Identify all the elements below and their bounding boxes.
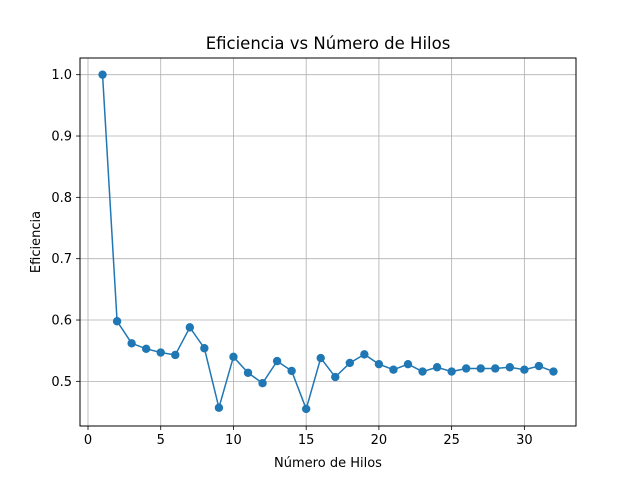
data-point — [112, 317, 122, 326]
data-point — [171, 350, 180, 360]
data-point — [549, 367, 558, 376]
data-point — [491, 364, 500, 373]
data-point — [418, 367, 427, 376]
data-point — [229, 352, 238, 362]
data-point — [447, 367, 456, 376]
y-tick-label: 1.0 — [51, 68, 72, 83]
data-point — [505, 363, 515, 372]
grid — [80, 58, 576, 426]
x-tick-label: 5 — [157, 433, 165, 448]
x-tick-label: 15 — [298, 433, 315, 448]
plot-frame — [79, 57, 577, 427]
data-point — [301, 404, 311, 414]
data-point — [432, 363, 442, 372]
data-point — [243, 368, 253, 377]
data-point — [534, 361, 544, 371]
y-tick-label: 0.9 — [51, 130, 72, 145]
data-point — [520, 365, 529, 374]
chart-title: Eficiencia vs Número de Hilos — [206, 34, 451, 53]
x-tick-label: 20 — [371, 433, 388, 448]
data-point — [287, 366, 296, 376]
data-point — [476, 364, 485, 373]
data-point — [200, 344, 209, 353]
x-axis-label: Número de Hilos — [274, 456, 382, 471]
data-point — [345, 358, 355, 368]
y-axis-ticks: 0.5 0.6 0.7 0.8 0.9 1.0 — [51, 68, 80, 390]
x-tick-label: 0 — [84, 433, 92, 448]
x-axis-ticks: 0 5 10 15 20 25 30 — [84, 426, 533, 448]
data-point — [214, 403, 224, 412]
y-tick-label: 0.6 — [51, 314, 72, 329]
x-tick-label: 30 — [516, 433, 533, 448]
series-layer — [98, 70, 558, 414]
data-point — [461, 364, 471, 373]
y-axis-label: Eficiencia — [29, 211, 44, 273]
data-point — [258, 378, 267, 388]
data-point — [127, 339, 136, 348]
data-point — [156, 348, 165, 357]
data-point — [141, 344, 151, 354]
data-point — [331, 372, 340, 382]
data-point — [272, 356, 282, 366]
x-tick-label: 10 — [225, 433, 242, 448]
y-tick-label: 0.7 — [51, 252, 72, 267]
data-point — [403, 359, 413, 369]
y-tick-label: 0.8 — [51, 191, 72, 206]
data-point — [98, 70, 107, 79]
data-point — [185, 323, 195, 332]
data-point — [389, 365, 398, 374]
data-point — [374, 359, 384, 369]
data-point — [316, 353, 325, 363]
data-point — [360, 350, 369, 359]
x-tick-label: 25 — [443, 433, 460, 448]
y-tick-label: 0.5 — [51, 375, 72, 390]
